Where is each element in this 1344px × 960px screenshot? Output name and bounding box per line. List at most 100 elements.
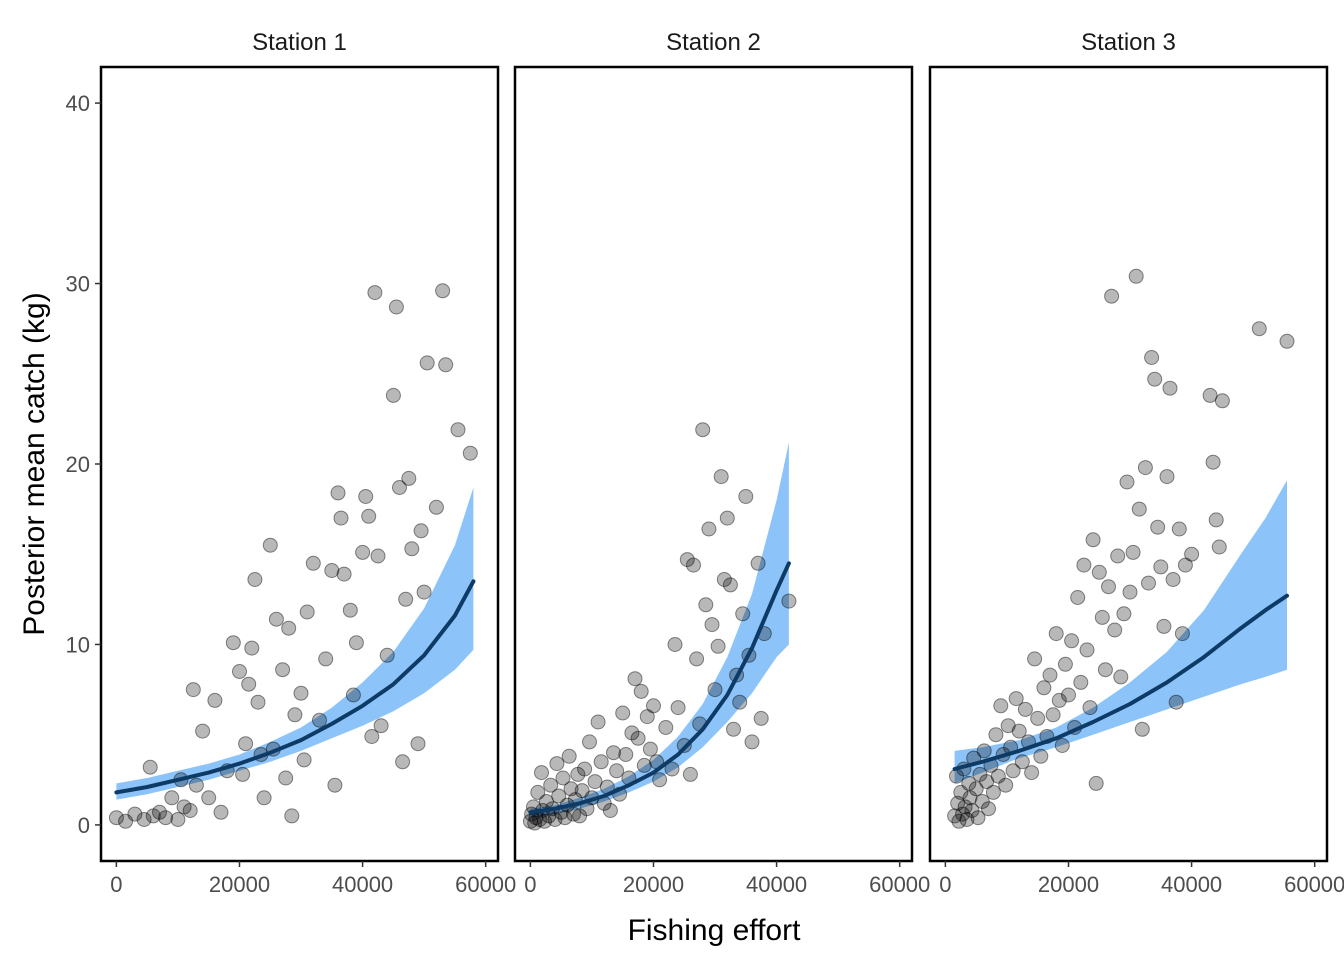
- data-point: [646, 698, 661, 714]
- data-point: [1085, 532, 1101, 548]
- data-point: [244, 640, 260, 656]
- data-point: [962, 790, 978, 806]
- data-point: [563, 781, 579, 797]
- data-point: [716, 572, 732, 587]
- data-point: [1057, 656, 1073, 672]
- data-point: [968, 781, 984, 797]
- data-point: [988, 727, 1004, 743]
- data-point: [358, 489, 374, 504]
- data-point: [1048, 626, 1064, 642]
- data-point: [590, 714, 606, 730]
- facet-panel: Station 3: [928, 29, 1329, 863]
- data-point: [1054, 738, 1070, 753]
- data-point: [1147, 371, 1163, 387]
- panel-border: [928, 65, 1329, 863]
- data-point: [543, 777, 559, 793]
- data-point: [689, 651, 705, 667]
- data-point: [318, 651, 334, 667]
- data-point: [1116, 606, 1132, 622]
- data-point: [990, 768, 1006, 784]
- data-point: [959, 812, 975, 827]
- data-point: [534, 765, 549, 781]
- data-point: [373, 718, 389, 734]
- data-point: [398, 591, 414, 607]
- data-point: [348, 635, 364, 651]
- data-point: [744, 734, 760, 750]
- data-point: [1005, 763, 1021, 779]
- data-point: [577, 761, 593, 777]
- data-point: [404, 541, 420, 557]
- x-tick-label: 60000: [869, 872, 930, 897]
- data-point: [225, 635, 241, 651]
- data-point: [388, 299, 404, 315]
- data-point: [108, 810, 124, 826]
- data-point: [1027, 651, 1043, 667]
- data-point: [275, 662, 291, 678]
- data-point: [416, 584, 432, 600]
- data-point: [719, 510, 735, 526]
- data-point: [361, 508, 377, 524]
- data-point: [957, 799, 973, 815]
- x-tick-label: 40000: [1161, 872, 1222, 897]
- x-tick-label: 0: [524, 872, 536, 897]
- data-point: [324, 563, 340, 578]
- data-point: [355, 544, 371, 560]
- data-point: [370, 548, 386, 564]
- data-point: [726, 721, 741, 737]
- data-point: [1076, 557, 1092, 573]
- data-point: [296, 752, 312, 768]
- data-point: [750, 555, 766, 571]
- data-point: [1079, 642, 1095, 658]
- data-point: [1131, 501, 1147, 517]
- data-point: [1119, 474, 1135, 490]
- data-point: [985, 784, 1001, 800]
- data-point: [530, 784, 546, 800]
- data-point: [1205, 454, 1221, 470]
- fitted-line: [528, 561, 791, 815]
- data-point: [670, 700, 686, 716]
- data-point: [293, 685, 309, 701]
- data-point: [281, 620, 297, 636]
- data-point: [1088, 775, 1104, 791]
- data-point: [1184, 546, 1200, 562]
- data-point: [955, 806, 971, 822]
- data-point: [1011, 723, 1027, 739]
- data-point: [250, 694, 266, 710]
- data-point: [615, 705, 631, 721]
- data-point: [287, 707, 303, 723]
- data-point: [207, 692, 223, 708]
- data-point: [428, 499, 444, 515]
- data-point: [713, 469, 729, 485]
- data-point: [1134, 721, 1150, 737]
- data-point: [547, 812, 563, 827]
- facet-panel: Station 1: [99, 29, 500, 863]
- data-point: [587, 774, 603, 790]
- x-axis-title: Fishing effort: [628, 914, 802, 947]
- data-point: [413, 523, 429, 539]
- data-point: [1024, 765, 1040, 781]
- panel-border: [513, 65, 914, 863]
- data-point: [345, 687, 361, 703]
- facet-panels: Station 1 Station 2 Station 3: [99, 29, 1329, 863]
- data-point: [1251, 321, 1267, 337]
- data-point: [1214, 393, 1230, 409]
- data-point: [537, 813, 552, 829]
- data-point: [572, 808, 588, 824]
- data-point: [330, 485, 346, 501]
- data-point: [367, 285, 383, 301]
- data-point: [256, 790, 272, 806]
- data-point: [195, 723, 211, 739]
- data-point: [1036, 680, 1052, 696]
- data-point: [682, 766, 698, 782]
- data-point: [961, 775, 977, 791]
- data-point: [972, 766, 988, 782]
- data-point: [618, 747, 634, 762]
- data-point: [1107, 622, 1123, 638]
- data-point: [278, 770, 294, 786]
- data-point: [1061, 687, 1076, 703]
- data-point: [1045, 707, 1061, 723]
- data-point: [268, 611, 284, 627]
- fitted-line: [952, 593, 1289, 771]
- facet-plot-area: [522, 422, 797, 831]
- fitted-line: [114, 579, 476, 795]
